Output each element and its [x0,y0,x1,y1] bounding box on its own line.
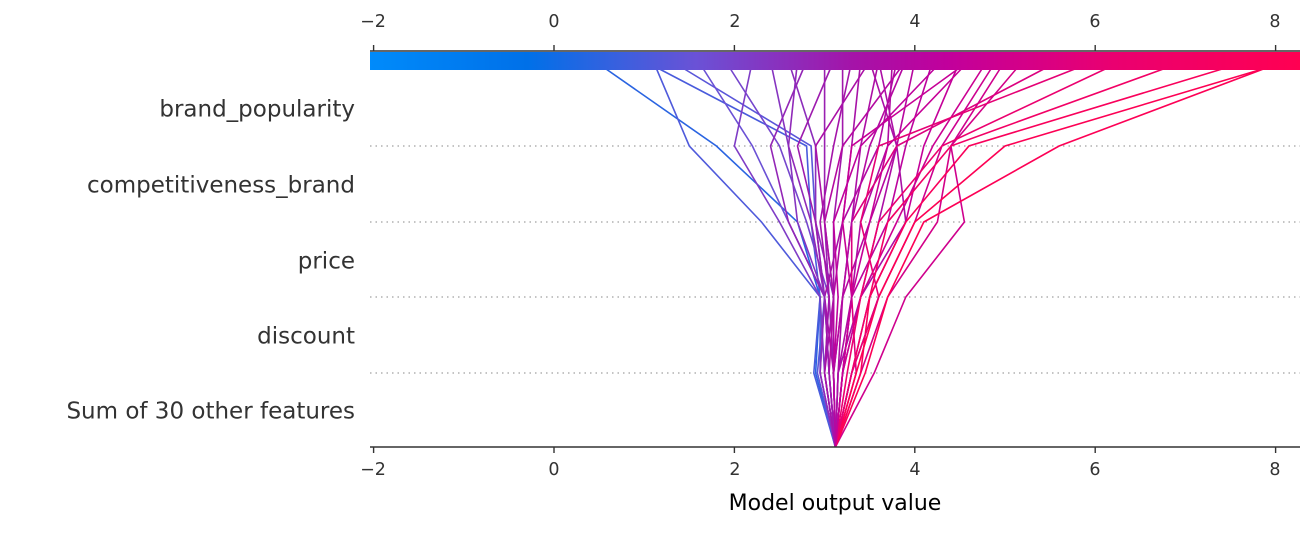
decision-path [769,60,837,448]
decision-path [834,60,1096,448]
decision-path [834,60,1249,448]
top-tick-label: 6 [1089,12,1101,32]
decision-path [834,60,1290,448]
feature-label-discount: discount [257,323,355,350]
decision-path [769,60,837,448]
feature-label-brand-popularity: brand_popularity [159,96,355,123]
decision-path [787,60,837,448]
top-tick-label: 4 [909,12,921,32]
x-axis-title: Model output value [728,491,942,516]
top-tick-label: −2 [360,12,386,32]
decision-path [834,60,1006,448]
feature-label-competitiveness-brand: competitiveness_brand [87,172,355,199]
decision-path [832,60,907,448]
colorbar [370,52,1300,70]
decision-path [819,60,853,448]
bottom-tick-label: 4 [909,460,921,480]
bottom-tick-label: 8 [1269,460,1281,480]
feature-label-price: price [297,248,355,275]
bottom-tick-label: 0 [548,460,560,480]
decision-path [834,60,970,448]
decision-path [652,60,837,448]
decision-path [834,60,907,448]
feature-label-other-features: Sum of 30 other features [66,398,355,425]
bottom-tick-label: 6 [1089,460,1101,480]
row-gridlines [370,145,1300,374]
decision-path [796,60,837,448]
top-tick-label: 2 [729,12,741,32]
bottom-tick-label: 2 [729,460,741,480]
top-tick-label: 8 [1269,12,1281,32]
decision-path [834,60,1285,448]
axis-ticks [372,45,1277,453]
decision-path [643,60,837,448]
bottom-tick-label: −2 [360,460,386,480]
decision-path [834,60,1123,448]
decision-paths [594,60,1290,448]
decision-path [594,60,837,448]
top-tick-label: 0 [548,12,560,32]
